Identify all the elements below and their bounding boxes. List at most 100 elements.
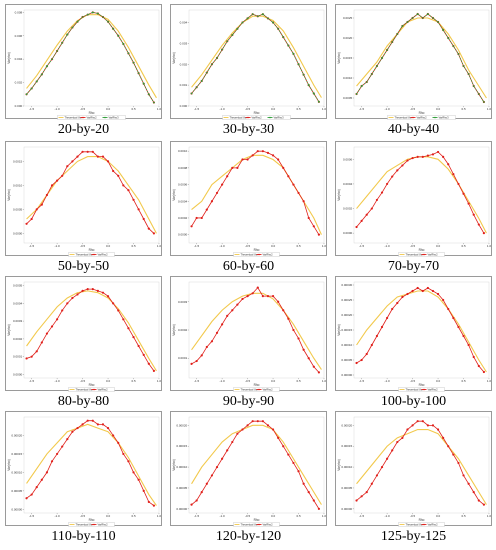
x-tick-label: 0.0 [106, 379, 111, 383]
legend-label: VarRho2 [428, 388, 439, 392]
data-point [45, 332, 49, 335]
chart-caption: 120-by-120 [215, 529, 282, 544]
data-point [426, 13, 429, 15]
x-tick-label: -1.0 [55, 244, 61, 248]
y-tick-label: 0.00005 [176, 486, 187, 490]
data-point [61, 445, 64, 448]
y-tick-label: 0.0006 [178, 183, 188, 187]
data-point [406, 159, 409, 162]
x-tick-label: -1.5 [359, 514, 365, 518]
x-tick-label: 0.0 [106, 244, 111, 248]
y-tick-label: 0.0006 [343, 157, 353, 161]
series-line [26, 14, 157, 99]
legend-marker [93, 388, 95, 391]
data-point [117, 34, 120, 37]
x-axis-label: Rho [419, 248, 425, 252]
chart-panel: 0.000 0.001 0.002 0.003 0.004 -1.5 -1.0 -0.5 0.0… [170, 4, 327, 120]
y-tick-label: 0.002 [180, 62, 188, 66]
data-point [317, 507, 321, 510]
data-point [266, 295, 270, 298]
data-point [195, 216, 198, 220]
data-point [56, 50, 59, 52]
y-tick-label: 0.006 [15, 34, 23, 38]
data-point [396, 301, 399, 305]
data-point [355, 93, 358, 95]
x-tick-label: 0.5 [131, 244, 136, 248]
legend-label: VarRho2 [263, 388, 274, 392]
legend-marker [93, 253, 95, 256]
y-tick-label: 0.0008 [178, 166, 188, 170]
data-point [236, 166, 239, 169]
x-axis-label: Rho [89, 248, 95, 252]
x-tick-label: 0.0 [106, 514, 111, 518]
data-point [112, 302, 115, 305]
data-point [25, 222, 28, 225]
x-axis-label: Rho [89, 518, 95, 522]
chart-cell: 0.00000 0.00005 0.00010 0.00015 0.00020 -1.5 -… [335, 411, 492, 546]
data-point [25, 497, 28, 500]
data-point [467, 482, 470, 485]
data-point [226, 449, 229, 452]
plot-frame [353, 146, 490, 244]
data-point [482, 503, 486, 506]
data-point [431, 289, 435, 293]
data-point [411, 424, 414, 427]
data-point [447, 445, 450, 448]
x-tick-label: -1.5 [29, 514, 35, 518]
data-point [152, 232, 156, 235]
x-tick-label: -0.5 [245, 244, 251, 248]
y-tick-label: 0.00030 [341, 283, 352, 287]
y-tick-label: 0.0010 [178, 149, 188, 153]
y-tick-label: 0.0010 [343, 76, 353, 80]
data-point [292, 52, 295, 55]
data-point [231, 440, 234, 444]
data-point [66, 302, 69, 305]
data-point [25, 93, 28, 96]
data-point [391, 41, 394, 43]
y-tick-label: 0.008 [15, 10, 23, 14]
y-tick-label: 0.0004 [343, 182, 353, 186]
x-tick-label: -0.5 [410, 514, 416, 518]
data-point [107, 20, 109, 23]
legend-box [387, 115, 456, 120]
data-point [147, 362, 150, 365]
data-point [40, 73, 43, 76]
data-point [472, 355, 475, 359]
legend-marker [247, 116, 249, 119]
data-point [426, 424, 429, 427]
plot-frame [188, 281, 325, 379]
legend-label: Theoretical Var [241, 253, 259, 257]
data-point [370, 207, 373, 210]
data-point [261, 150, 264, 153]
data-point [436, 150, 440, 154]
x-tick-label: 0.5 [131, 107, 136, 111]
x-axis-label: Rho [419, 111, 425, 115]
x-tick-label: -0.5 [410, 107, 416, 111]
data-point [261, 420, 264, 423]
data-point [71, 430, 74, 433]
data-point [391, 175, 394, 178]
data-point [452, 316, 455, 320]
x-tick-label: 0.0 [271, 107, 276, 111]
chart-caption: 50-by-50 [57, 259, 110, 274]
data-point [106, 160, 110, 163]
legend-marker [423, 523, 425, 526]
x-tick-label: -1.5 [194, 514, 200, 518]
data-point [200, 354, 203, 357]
data-point [261, 13, 264, 16]
data-point [86, 13, 89, 16]
data-point [416, 286, 419, 290]
x-tick-label: -0.5 [80, 107, 86, 111]
data-point [355, 499, 358, 502]
x-tick-label: -1.0 [385, 244, 391, 248]
data-point [482, 370, 486, 374]
series-line [356, 287, 485, 373]
data-point [127, 52, 130, 55]
legend-marker [104, 116, 106, 119]
y-tick-label: 0.00010 [176, 465, 187, 469]
data-point [50, 325, 54, 328]
data-point [142, 82, 145, 85]
y-tick-label: 0.000 [15, 104, 23, 108]
data-point [411, 289, 414, 293]
